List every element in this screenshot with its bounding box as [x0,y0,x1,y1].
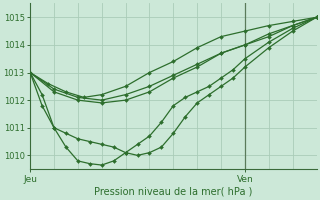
X-axis label: Pression niveau de la mer( hPa ): Pression niveau de la mer( hPa ) [94,187,252,197]
